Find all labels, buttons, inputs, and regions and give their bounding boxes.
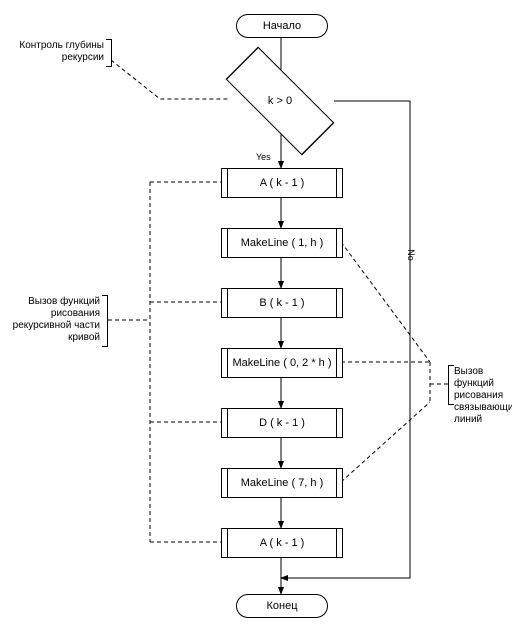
no-label: No: [406, 249, 416, 261]
annotation-top: Контроль глубины рекурсии: [12, 40, 104, 64]
process-b-label: B ( k - 1 ): [222, 289, 342, 317]
end-label: Конец: [266, 600, 297, 612]
process-makeline1-label: MakeLine ( 1, h ): [222, 229, 342, 257]
process-makeline1: MakeLine ( 1, h ): [221, 228, 343, 258]
start-node: Начало: [236, 14, 328, 38]
process-d-label: D ( k - 1 ): [222, 409, 342, 437]
process-makeline3-label: MakeLine ( 7, h ): [222, 469, 342, 497]
process-makeline2-label: MakeLine ( 0, 2 * h ): [222, 349, 342, 377]
process-a2: A ( k - 1 ): [221, 528, 343, 558]
decision-node: k > 0: [240, 78, 320, 124]
process-makeline3: MakeLine ( 7, h ): [221, 468, 343, 498]
end-node: Конец: [236, 594, 328, 618]
annotation-right: Вызов функций рисования связывающих лини…: [454, 366, 510, 426]
process-a1-label: A ( k - 1 ): [222, 169, 342, 197]
process-a1: A ( k - 1 ): [221, 168, 343, 198]
process-d: D ( k - 1 ): [221, 408, 343, 438]
yes-label: Yes: [256, 152, 271, 162]
process-b: B ( k - 1 ): [221, 288, 343, 318]
process-a2-label: A ( k - 1 ): [222, 529, 342, 557]
process-makeline2: MakeLine ( 0, 2 * h ): [221, 348, 343, 378]
decision-label: k > 0: [240, 78, 320, 124]
start-label: Начало: [263, 20, 301, 32]
annotation-left: Вызов функций рисования рекурсивной част…: [10, 296, 100, 344]
